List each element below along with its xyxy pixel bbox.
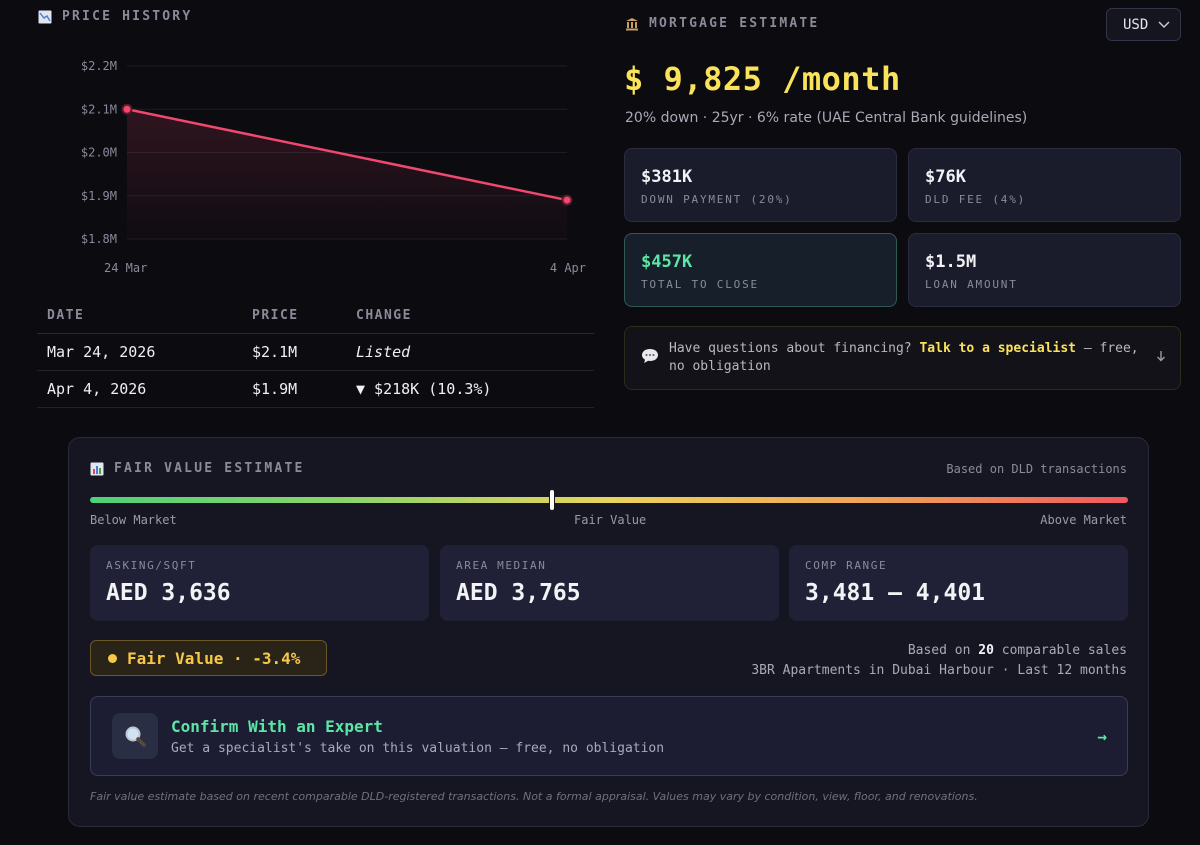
expert-cta-title: Confirm With an Expert: [171, 716, 383, 736]
scale-label-below: Below Market: [90, 513, 177, 527]
speech-bubble-icon: [641, 348, 659, 368]
comparable-count: 20: [978, 643, 994, 658]
stat-value: $381K: [641, 167, 693, 187]
chart-data-point[interactable]: [121, 103, 133, 115]
monthly-payment: $ 9,825 /month: [624, 60, 901, 98]
card-value: 3,481 — 4,401: [805, 580, 986, 606]
dld-fee-card: $76K DLD FEE (4%): [908, 148, 1181, 222]
table-header-date: DATE: [37, 298, 242, 334]
expert-cta-subtitle: Get a specialist's take on this valuatio…: [171, 740, 665, 756]
table-header-change: CHANGE: [346, 298, 594, 334]
comparable-detail: 3BR Apartments in Dubai Harbour · Last 1…: [751, 663, 1127, 678]
talk-to-specialist-link[interactable]: Talk to a specialist: [919, 341, 1077, 356]
comp-range-card: COMP RANGE 3,481 — 4,401: [789, 545, 1128, 621]
mortgage-assumptions: 20% down · 25yr · 6% rate (UAE Central B…: [625, 110, 1028, 126]
fair-value-badge: Fair Value · -3.4%: [90, 640, 327, 676]
y-tick-label: $2.1M: [81, 102, 117, 116]
area-median-card: AREA MEDIAN AED 3,765: [440, 545, 779, 621]
row-change: Listed: [346, 333, 594, 371]
table-header-price: PRICE: [242, 298, 346, 334]
stat-label: DLD FEE (4%): [925, 193, 1027, 206]
card-value: AED 3,765: [456, 580, 581, 606]
y-tick-label: $2.2M: [81, 59, 117, 73]
stat-label: TOTAL TO CLOSE: [641, 278, 759, 291]
scale-label-fair: Fair Value: [574, 513, 647, 527]
card-label: ASKING/SQFT: [106, 559, 197, 572]
stat-value: $76K: [925, 167, 966, 187]
table-row: Mar 24, 2026 $2.1M Listed: [37, 333, 594, 371]
y-tick-label: $2.0M: [81, 146, 117, 160]
currency-value: USD: [1123, 16, 1149, 33]
scale-label-above: Above Market: [1040, 513, 1127, 527]
row-price: $1.9M: [242, 370, 346, 408]
financing-cta-text: Have questions about financing? Talk to …: [669, 341, 1139, 374]
mortgage-title: MORTGAGE ESTIMATE: [625, 16, 819, 31]
down-payment-card: $381K DOWN PAYMENT (20%): [624, 148, 897, 222]
bank-icon: [625, 17, 639, 31]
chart-series-line: [126, 108, 568, 202]
card-label: AREA MEDIAN: [456, 559, 547, 572]
price-history-table: DATE PRICE CHANGE Mar 24, 2026 $2.1M Lis…: [37, 298, 594, 408]
price-chart: $2.2M $2.1M $2.0M $1.9M $1.8M 24 Mar 4 Apr: [81, 59, 586, 275]
chart-data-point[interactable]: [561, 194, 573, 206]
fair-value-marker: [549, 490, 554, 510]
y-tick-label: $1.8M: [81, 232, 117, 246]
chart-down-icon: [38, 10, 52, 24]
fair-value-disclaimer: Fair value estimate based on recent comp…: [90, 790, 978, 803]
confirm-with-expert-button[interactable]: Confirm With an Expert Get a specialist'…: [90, 696, 1128, 776]
bar-chart-icon: [90, 462, 104, 476]
x-tick-label: 4 Apr: [550, 261, 586, 275]
loan-amount-card: $1.5M LOAN AMOUNT: [908, 233, 1181, 307]
row-price: $2.1M: [242, 333, 346, 371]
card-value: AED 3,636: [106, 580, 231, 606]
fair-value-scale-bar: [90, 497, 1128, 503]
y-tick-label: $1.9M: [81, 189, 117, 203]
row-date: Mar 24, 2026: [37, 333, 242, 371]
total-to-close-card: $457K TOTAL TO CLOSE: [624, 233, 897, 307]
comparable-sales-info: Based on 20 comparable sales 3BR Apartme…: [751, 641, 1127, 681]
arrow-right-icon: →: [1097, 726, 1107, 746]
x-tick-label: 24 Mar: [104, 261, 147, 275]
stat-value: $1.5M: [925, 252, 977, 272]
stat-value: $457K: [641, 252, 693, 272]
chevron-down-icon: [1158, 17, 1170, 33]
currency-select[interactable]: USD: [1106, 8, 1181, 41]
arrow-down-icon: [1156, 350, 1166, 366]
stat-label: LOAN AMOUNT: [925, 278, 1018, 291]
chart-area-fill: [127, 109, 567, 239]
asking-sqft-card: ASKING/SQFT AED 3,636: [90, 545, 429, 621]
card-label: COMP RANGE: [805, 559, 888, 572]
financing-specialist-cta[interactable]: Have questions about financing? Talk to …: [624, 326, 1181, 390]
magnifier-icon: [112, 713, 158, 759]
row-change: ▼ $218K (10.3%): [346, 370, 594, 408]
fair-value-title: FAIR VALUE ESTIMATE: [90, 461, 305, 476]
fair-value-basis: Based on DLD transactions: [946, 462, 1127, 476]
stat-label: DOWN PAYMENT (20%): [641, 193, 793, 206]
fair-value-panel: FAIR VALUE ESTIMATE Based on DLD transac…: [68, 437, 1149, 827]
price-history-title: PRICE HISTORY: [38, 9, 192, 24]
status-dot-icon: [108, 653, 117, 663]
row-date: Apr 4, 2026: [37, 370, 242, 408]
table-row: Apr 4, 2026 $1.9M ▼ $218K (10.3%): [37, 370, 594, 408]
